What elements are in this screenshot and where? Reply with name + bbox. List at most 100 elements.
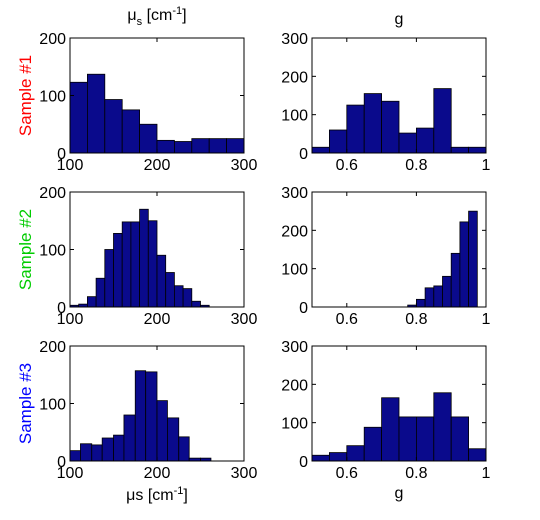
panel-r1-c2: 0.6 0.8 1 0 100 200 300 g bbox=[281, 11, 490, 174]
bar bbox=[415, 416, 435, 462]
bar bbox=[208, 138, 227, 154]
y-tick-label: 300 bbox=[281, 185, 308, 202]
y-tick-label: 0 bbox=[57, 300, 66, 317]
bar bbox=[182, 288, 193, 308]
x-tick-label: 200 bbox=[144, 157, 171, 174]
x-tick-label: 100 bbox=[57, 157, 84, 174]
y-tick-label: 0 bbox=[299, 146, 308, 163]
bar bbox=[156, 254, 167, 308]
y-tick-label: 100 bbox=[281, 262, 308, 279]
bar bbox=[104, 99, 123, 154]
row-label: Sample #1 bbox=[16, 55, 35, 136]
bar bbox=[398, 132, 417, 154]
bar bbox=[311, 146, 330, 154]
y-tick-label: 0 bbox=[299, 300, 308, 317]
y-tick-label: 200 bbox=[39, 339, 66, 356]
bar bbox=[121, 109, 140, 154]
panel-r2-c2: 0.6 0.8 1 0 100 200 300 bbox=[281, 185, 490, 328]
y-tick-label: 200 bbox=[39, 31, 66, 48]
bar bbox=[121, 221, 132, 308]
bar bbox=[173, 141, 193, 154]
x-tick-label: 0.6 bbox=[336, 465, 358, 482]
bar bbox=[450, 146, 470, 154]
bar bbox=[130, 221, 140, 308]
bar bbox=[328, 452, 348, 462]
bar bbox=[442, 275, 452, 308]
bar bbox=[346, 445, 365, 462]
x-tick-label: 300 bbox=[231, 465, 258, 482]
bar bbox=[311, 454, 330, 462]
y-tick-label: 300 bbox=[281, 31, 308, 48]
bar bbox=[167, 417, 180, 462]
x-tick-label: 300 bbox=[231, 311, 258, 328]
bar bbox=[145, 371, 158, 462]
bar bbox=[450, 416, 470, 462]
panel-title: μs [cm-1] bbox=[127, 5, 186, 28]
x-tick-label: 100 bbox=[57, 465, 84, 482]
bar bbox=[191, 300, 201, 308]
bar bbox=[450, 252, 461, 308]
bar bbox=[80, 443, 93, 462]
bar bbox=[87, 73, 106, 154]
panel-title: g bbox=[395, 11, 404, 28]
x-tick-label: 200 bbox=[144, 465, 171, 482]
bar bbox=[156, 400, 168, 462]
bar bbox=[104, 249, 114, 308]
bar bbox=[147, 220, 158, 308]
x-axis-label: μs [cm-1] bbox=[126, 485, 188, 504]
bar bbox=[87, 296, 97, 308]
bar bbox=[173, 285, 184, 308]
bar bbox=[346, 104, 365, 154]
bar bbox=[139, 208, 149, 308]
bar bbox=[139, 123, 158, 154]
y-tick-label: 200 bbox=[281, 223, 308, 240]
bar bbox=[101, 437, 114, 462]
bar bbox=[459, 221, 469, 308]
y-tick-label: 100 bbox=[281, 108, 308, 125]
row-label: Sample #2 bbox=[16, 209, 35, 290]
bar bbox=[165, 272, 175, 308]
x-tick-label: 1 bbox=[482, 311, 491, 328]
bar bbox=[415, 298, 426, 308]
bar bbox=[69, 81, 88, 154]
y-tick-label: 100 bbox=[39, 89, 66, 106]
bar bbox=[415, 127, 435, 154]
x-tick-label: 100 bbox=[57, 311, 84, 328]
x-tick-label: 200 bbox=[144, 311, 171, 328]
x-tick-label: 0.8 bbox=[405, 311, 427, 328]
y-tick-label: 0 bbox=[57, 454, 66, 471]
bar bbox=[134, 370, 147, 462]
bar bbox=[178, 436, 190, 462]
x-tick-label: 0.6 bbox=[336, 157, 358, 174]
bar bbox=[363, 93, 383, 154]
bar bbox=[113, 434, 125, 462]
axes-box bbox=[311, 345, 487, 462]
bar bbox=[363, 426, 383, 462]
bar bbox=[468, 448, 487, 462]
bar bbox=[226, 138, 245, 154]
bar bbox=[381, 100, 400, 154]
bar bbox=[95, 277, 106, 308]
bar bbox=[123, 414, 136, 462]
bar bbox=[381, 397, 400, 462]
bar bbox=[156, 139, 175, 154]
bar bbox=[468, 146, 487, 154]
x-tick-label: 0.8 bbox=[405, 465, 427, 482]
x-axis-label: g bbox=[395, 485, 404, 502]
y-tick-label: 0 bbox=[299, 454, 308, 471]
panel-r3-c2: 0.6 0.8 1 0 100 200 300 g bbox=[281, 339, 490, 502]
x-tick-label: 1 bbox=[482, 465, 491, 482]
y-tick-label: 100 bbox=[39, 243, 66, 260]
y-tick-label: 200 bbox=[281, 377, 308, 394]
x-tick-label: 0.6 bbox=[336, 311, 358, 328]
bar bbox=[69, 450, 81, 462]
row-label: Sample #3 bbox=[16, 363, 35, 444]
bar bbox=[91, 444, 103, 462]
y-tick-label: 100 bbox=[39, 397, 66, 414]
bar bbox=[398, 416, 417, 462]
